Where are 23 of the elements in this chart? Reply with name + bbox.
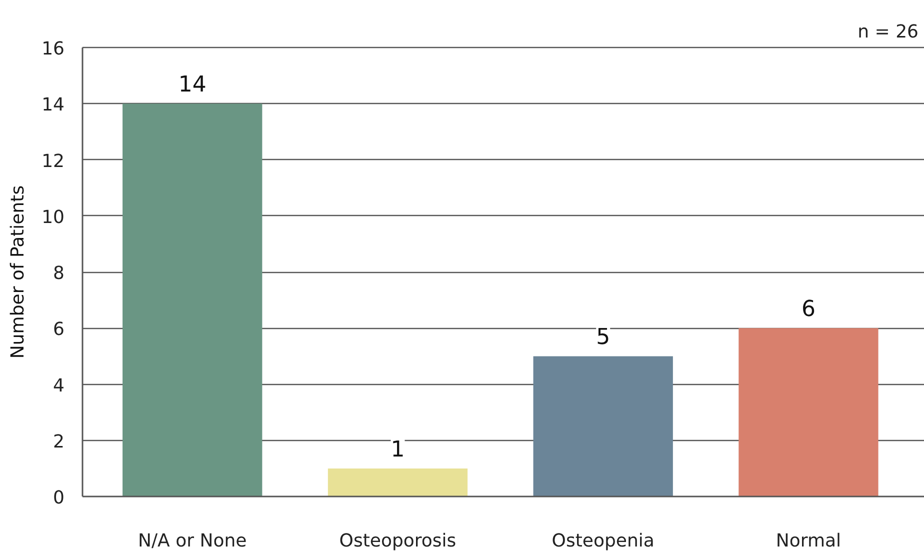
y-tick-label: 0	[53, 488, 64, 508]
data-label: 14	[178, 72, 206, 98]
y-tick-label: 8	[53, 263, 64, 284]
bar	[533, 356, 673, 496]
data-label: 5	[596, 325, 610, 350]
y-tick-label: 4	[53, 375, 64, 396]
x-tick-label: N/A or None	[138, 530, 247, 552]
x-tick-label: Osteopenia	[552, 530, 654, 552]
x-tick-label: Normal	[776, 530, 842, 552]
y-tick-label: 14	[42, 94, 64, 116]
x-tick-label: Osteoporosis	[339, 530, 456, 552]
bar	[122, 104, 262, 496]
bar	[738, 328, 878, 496]
y-tick-label: 12	[42, 150, 64, 172]
data-label: 6	[801, 297, 816, 322]
bar	[328, 468, 468, 496]
y-tick-label: 16	[42, 38, 64, 60]
y-tick-label: 10	[42, 206, 64, 228]
data-label: 1	[390, 437, 405, 462]
y-tick-label: 2	[53, 431, 64, 452]
y-tick-label: 6	[53, 319, 64, 340]
y-axis-title: Number of Patients	[8, 185, 29, 359]
text: n = 26	[858, 22, 919, 42]
